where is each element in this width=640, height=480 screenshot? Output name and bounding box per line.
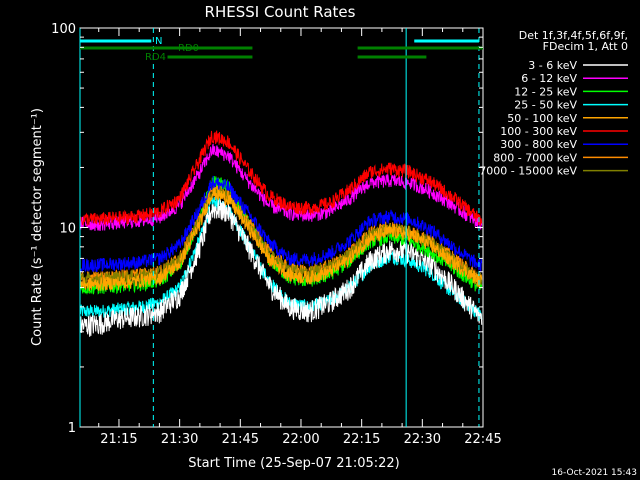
flag-label-rd4: RD4 bbox=[145, 52, 166, 63]
timestamp: 16-Oct-2021 15:43 bbox=[552, 468, 637, 478]
x-axis-label: Start Time (25-Sep-07 21:05:22) bbox=[188, 456, 399, 471]
legend-header-line-2: FDecim 1, Att 0 bbox=[543, 40, 628, 53]
chart-title: RHESSI Count Rates bbox=[205, 3, 356, 21]
legend-label-1: 3 - 6 keV bbox=[528, 59, 577, 72]
y-tick-label-1: 1 bbox=[68, 421, 76, 436]
x-tick-label-3: 21:45 bbox=[222, 432, 259, 447]
flags-layer: N RD0 RD4 bbox=[80, 36, 483, 63]
legend-label-6: 100 - 300 keV bbox=[500, 125, 577, 138]
series-line-50-100-kev bbox=[79, 186, 483, 291]
flag-label-rd0: RD0 bbox=[178, 43, 199, 54]
series-layer bbox=[79, 130, 483, 337]
legend-label-4: 25 - 50 keV bbox=[514, 99, 577, 112]
x-tick-label-7: 22:45 bbox=[464, 432, 501, 447]
series-line-100-300-kev bbox=[79, 130, 483, 226]
y-tick-label-3: 100 bbox=[51, 22, 76, 37]
legend-label-7: 300 - 800 keV bbox=[500, 138, 577, 151]
y-tick-label-2: 10 bbox=[59, 222, 76, 237]
legend-label-8: 800 - 7000 keV bbox=[493, 151, 577, 164]
legend-label-3: 12 - 25 keV bbox=[514, 85, 577, 98]
legend-label-9: 7000 - 15000 keV bbox=[479, 165, 577, 178]
y-axis-label: Count Rate (s⁻¹ detector segment⁻¹) bbox=[30, 108, 45, 346]
x-tick-label-2: 21:30 bbox=[161, 432, 198, 447]
legend-label-5: 50 - 100 keV bbox=[507, 112, 577, 125]
legend-label-2: 6 - 12 keV bbox=[521, 72, 577, 85]
flag-label-n: N bbox=[155, 36, 162, 47]
x-tick-label-1: 21:15 bbox=[100, 432, 137, 447]
ticks-layer: 21:15 21:30 21:45 22:00 22:15 22:30 22:45 1 10 10… bbox=[51, 22, 502, 447]
legend: Det 1f,3f,4f,5f,6f,9f, FDecim 1, Att 0 3… bbox=[479, 29, 628, 178]
legend-header-line-1: Det 1f,3f,4f,5f,6f,9f, bbox=[519, 29, 628, 42]
series-line-6-12-kev bbox=[79, 143, 483, 231]
series-line-300-800-kev bbox=[79, 175, 483, 273]
series-line-3-6-kev bbox=[79, 199, 483, 337]
x-tick-label-5: 22:15 bbox=[343, 432, 380, 447]
x-tick-label-4: 22:00 bbox=[282, 432, 319, 447]
x-tick-label-6: 22:30 bbox=[404, 432, 441, 447]
